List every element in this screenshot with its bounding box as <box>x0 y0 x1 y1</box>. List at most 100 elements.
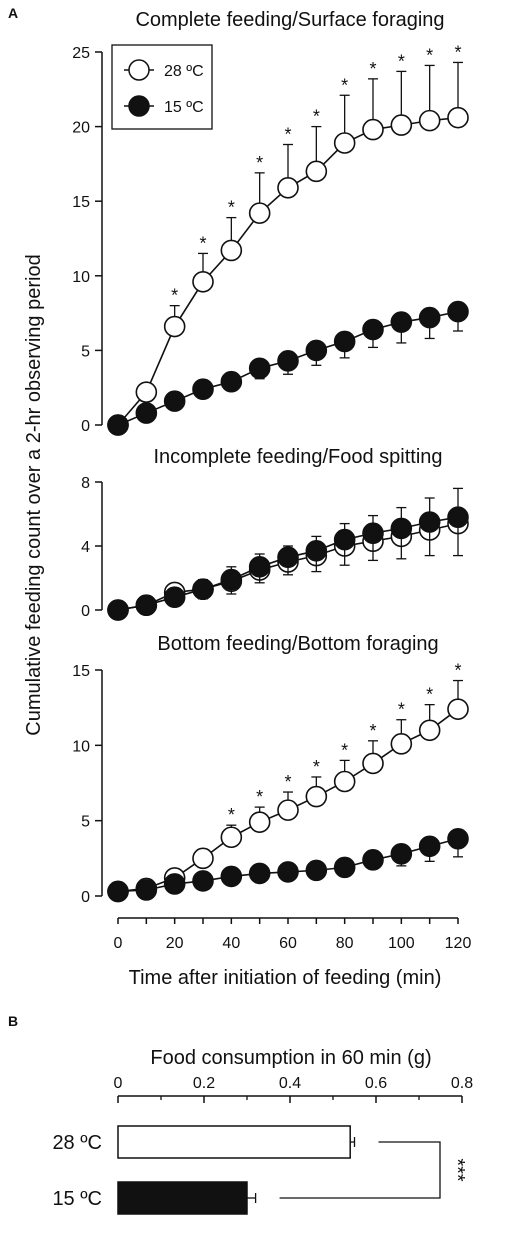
y-tick-label: 15 <box>72 194 90 211</box>
x-axis-label: Time after initiation of feeding (min) <box>129 967 442 989</box>
data-point <box>447 698 469 720</box>
data-point <box>248 202 271 224</box>
significance-asterisk: * <box>313 757 320 777</box>
data-point <box>277 799 299 821</box>
x-tick-label: 0.2 <box>193 1075 215 1092</box>
panel-b-letter: B <box>8 1013 18 1029</box>
data-point <box>107 880 129 903</box>
significance-asterisk: * <box>341 75 348 95</box>
data-point <box>418 511 441 533</box>
data-point <box>362 522 384 545</box>
data-point <box>305 859 328 882</box>
y-tick-label: 5 <box>81 343 90 360</box>
data-point <box>248 555 271 578</box>
data-point <box>163 390 186 412</box>
chart-bottom-foraging: Bottom feeding/Bottom foraging 0 5 10 15 0 20… <box>72 633 471 952</box>
data-point <box>418 719 441 742</box>
significance-asterisk: * <box>256 787 263 807</box>
data-point <box>220 865 243 888</box>
panel-a-letter: A <box>8 5 18 21</box>
significance-asterisk: * <box>228 198 235 218</box>
x-tick-label: 0.8 <box>451 1075 473 1092</box>
chart-title-food-consumption: Food consumption in 60 min (g) <box>150 1047 431 1069</box>
bar <box>117 1125 351 1159</box>
data-point <box>333 528 356 551</box>
data-point <box>135 402 158 424</box>
data-point <box>248 357 271 380</box>
bar-category-label: 28 ºC <box>52 1132 102 1154</box>
data-point <box>163 315 186 338</box>
data-point <box>362 849 384 871</box>
significance-label: *** <box>446 1158 468 1182</box>
data-point <box>418 109 441 132</box>
data-point <box>220 239 243 262</box>
significance-asterisk: * <box>426 45 433 65</box>
y-tick-label: 15 <box>72 663 90 680</box>
data-point <box>418 835 441 858</box>
data-point <box>390 311 413 333</box>
x-tick-label: 40 <box>222 935 240 952</box>
significance-bracket <box>279 1141 441 1199</box>
data-point <box>277 176 299 199</box>
data-point <box>305 160 328 183</box>
significance-asterisk: * <box>369 59 376 79</box>
significance-asterisk: * <box>171 286 178 306</box>
chart-title-food-spitting: Incomplete feeding/Food spitting <box>153 446 442 468</box>
x-tick-label: 0 <box>114 935 123 952</box>
y-tick-label: 10 <box>72 269 90 286</box>
data-point <box>192 847 214 870</box>
x-tick-label: 20 <box>166 935 184 952</box>
significance-asterisk: * <box>228 805 235 825</box>
significance-asterisk: * <box>284 772 291 792</box>
significance-asterisk: * <box>284 125 291 145</box>
data-point <box>362 752 384 775</box>
data-point <box>390 517 413 540</box>
data-point <box>135 381 158 403</box>
legend-label: 15 ºC <box>164 99 204 116</box>
series-cold <box>107 827 469 903</box>
x-tick-label: 120 <box>445 935 472 952</box>
chart-surface-foraging: Complete feeding/Surface foraging 0 5 10 15… <box>72 9 469 436</box>
data-point <box>333 856 356 879</box>
data-point <box>447 506 469 529</box>
data-point <box>277 546 299 569</box>
data-point <box>192 270 214 293</box>
significance-asterisk: * <box>369 721 376 741</box>
x-tick-label: 100 <box>388 935 415 952</box>
data-point <box>163 873 186 895</box>
data-point <box>277 350 299 372</box>
data-point <box>447 827 469 850</box>
y-tick-label: 20 <box>72 120 90 137</box>
y-tick-label: 0 <box>81 603 90 620</box>
significance-asterisk: * <box>426 685 433 705</box>
chart-food-consumption: Food consumption in 60 min (g) 0 0.2 0.4 0.… <box>52 1047 473 1215</box>
data-point <box>248 811 271 833</box>
significance-asterisk: * <box>454 661 461 681</box>
y-axis-label: Cumulative feeding count over a 2-hr obs… <box>23 254 45 735</box>
y-tick-label: 10 <box>72 738 90 755</box>
data-point <box>390 114 413 136</box>
legend: 28 ºC 15 ºC <box>111 44 213 130</box>
data-point <box>135 594 158 617</box>
data-point <box>333 132 356 154</box>
data-point <box>333 770 356 793</box>
significance-asterisk: * <box>454 42 461 62</box>
chart-title-bottom-foraging: Bottom feeding/Bottom foraging <box>157 633 438 655</box>
data-point <box>418 306 441 329</box>
data-point <box>248 862 271 885</box>
data-point <box>220 370 243 393</box>
chart-title-surface-foraging: Complete feeding/Surface foraging <box>135 9 444 31</box>
x-tick-label: 80 <box>336 935 354 952</box>
legend-marker <box>128 59 150 81</box>
series-cold <box>107 300 469 436</box>
significance-asterisk: * <box>398 51 405 71</box>
y-tick-label: 8 <box>81 475 90 492</box>
data-point <box>305 785 328 808</box>
y-tick-label: 0 <box>81 889 90 906</box>
bar-category-label: 15 ºC <box>52 1188 102 1210</box>
data-point <box>390 843 413 865</box>
y-tick-label: 5 <box>81 814 90 831</box>
x-tick-label: 0.4 <box>279 1075 301 1092</box>
data-point <box>220 568 243 591</box>
